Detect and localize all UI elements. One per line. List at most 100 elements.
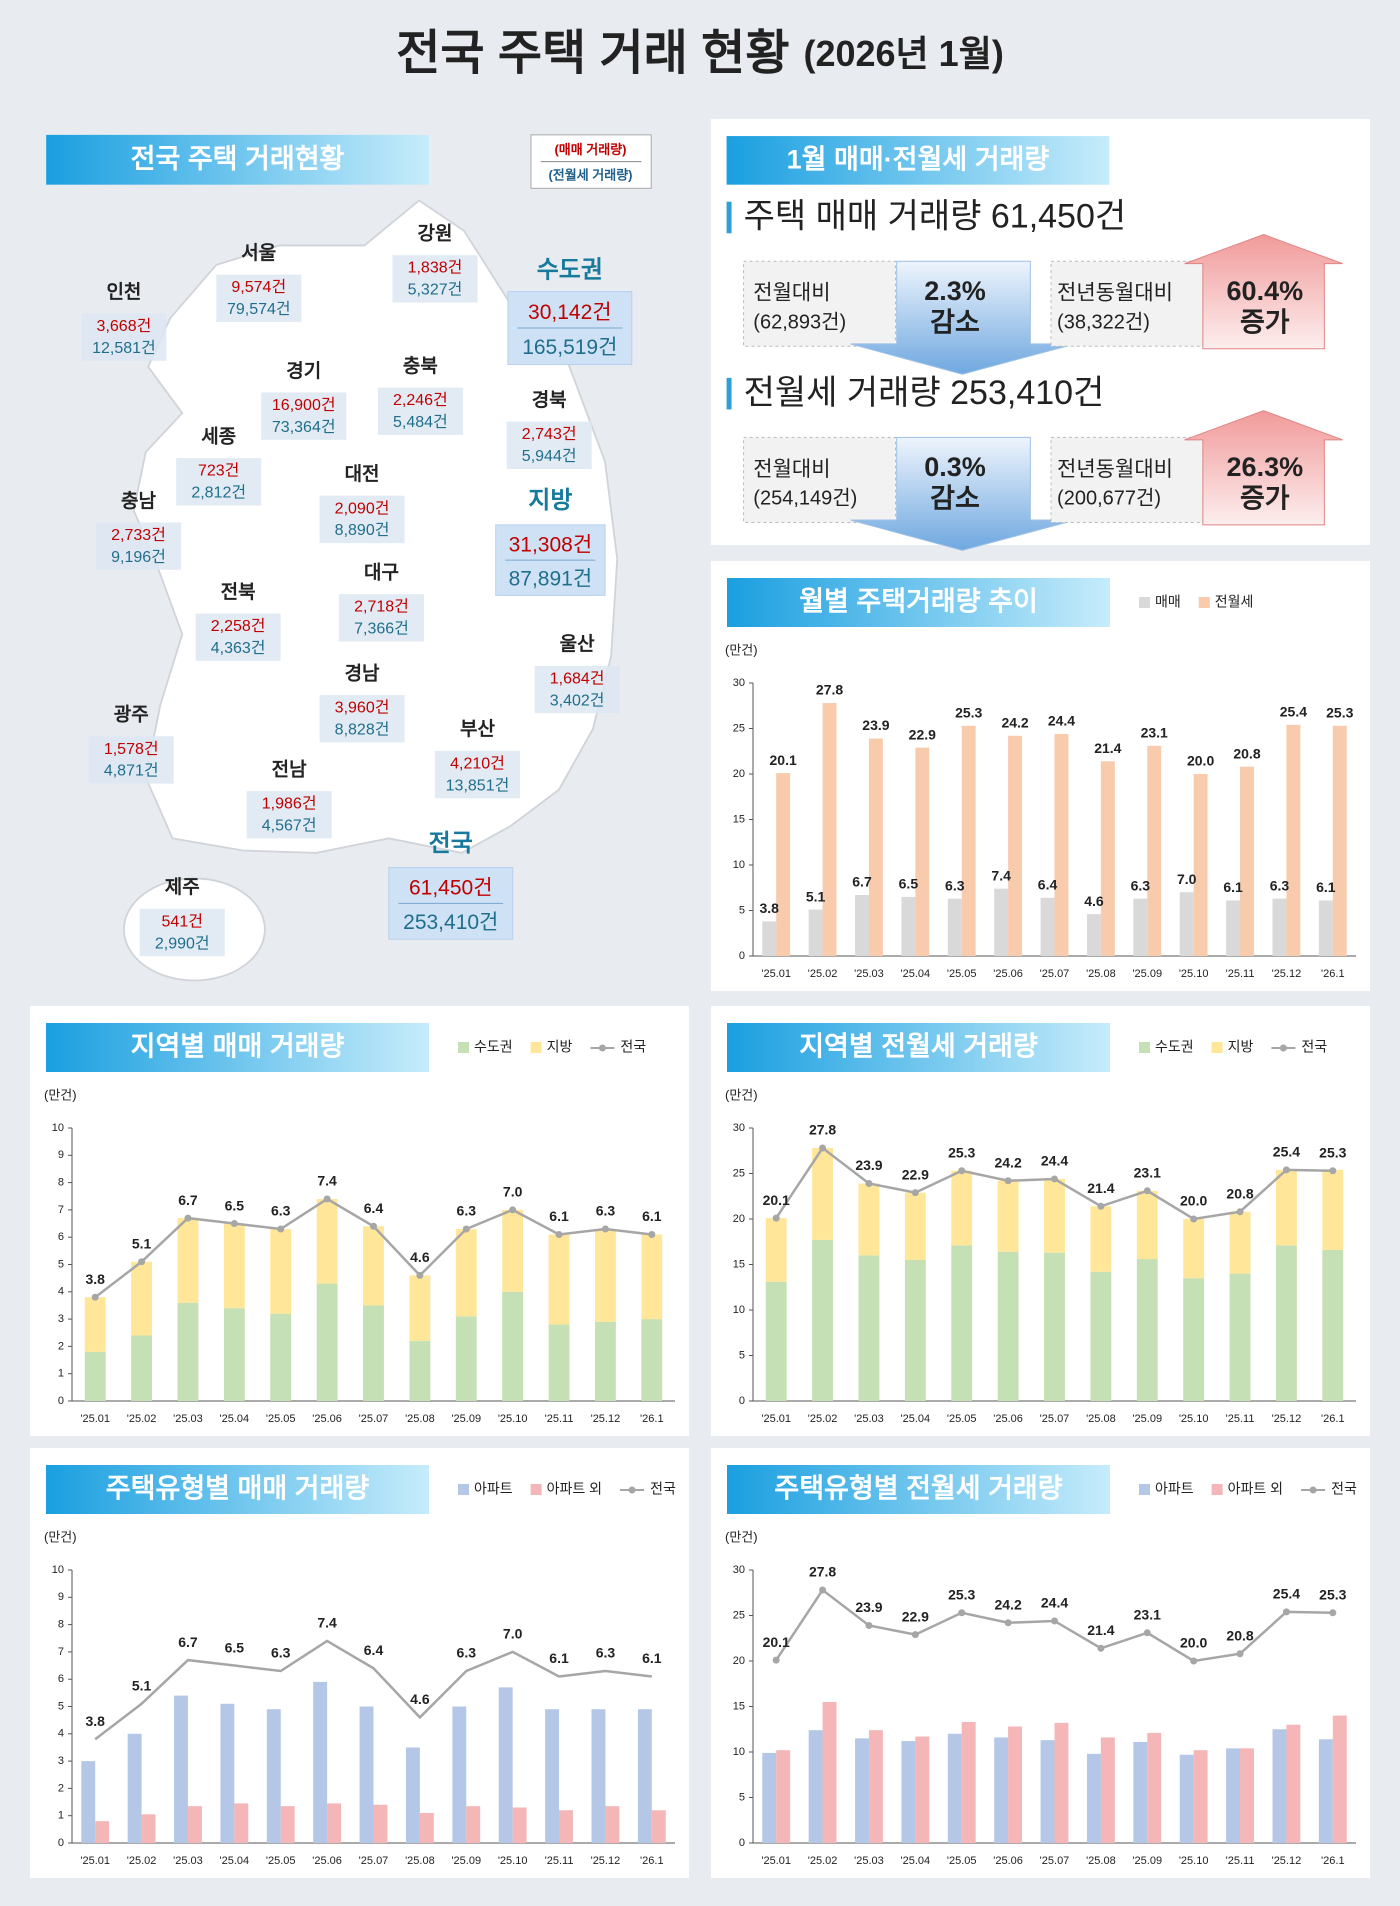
bar [637,1709,652,1843]
bar-segment [502,1209,524,1292]
data-label: 23.1 [1134,1606,1161,1622]
bar-segment [641,1234,663,1320]
region-sale: 2,246건 [393,391,448,409]
x-tick-label: '25.01 [80,1855,110,1867]
line-marker [1143,1187,1151,1195]
section-title: 전국 주택 거래현황 [131,144,345,174]
bar [947,1733,962,1843]
data-label: 20.8 [1226,1185,1253,1201]
data-label: 6.1 [642,1208,662,1224]
bar [1008,735,1023,956]
line-marker [323,1195,331,1203]
bar-segment [177,1218,199,1303]
data-label: 21.4 [1087,1180,1114,1196]
y-tick-label: 9 [58,1149,64,1161]
region-rent: 8,828건 [335,720,390,738]
legend-label: 수도권 [1155,1039,1194,1055]
data-label: 20.1 [763,1192,790,1208]
x-tick-label: '25.11 [1226,968,1255,980]
mom-label: 전월대비 [753,282,830,305]
bar [915,747,930,956]
y-tick-label: 30 [733,1122,745,1134]
y-tick-label: 0 [739,950,745,962]
title-main: 전국 주택 거래 현황 [396,27,789,80]
x-tick-label: '25.09 [451,1855,481,1867]
y-tick-label: 6 [58,1673,64,1685]
legend-label: 아파트 [1155,1481,1194,1497]
bar [822,703,837,956]
data-label: 5.1 [132,1677,152,1693]
line-marker [1190,1657,1198,1665]
legend-swatch [1198,597,1210,608]
bar-segment [1090,1206,1112,1272]
data-label: 20.0 [1180,1635,1207,1651]
group-rent: 87,891건 [509,567,593,590]
y-tick-label: 5 [58,1700,64,1712]
region-rent: 9,196건 [111,548,166,566]
line-marker [772,1214,780,1222]
legend-swatch [458,1484,469,1495]
bar-segment [765,1218,787,1282]
group-sale: 61,450건 [409,877,493,900]
region-sale: 9,574건 [231,278,286,296]
bar-segment [223,1308,245,1401]
legend-label: 매매 [1155,594,1181,610]
section-title: 주택유형별 매매 거래량 [106,1474,370,1504]
region-name: 경기 [286,360,321,382]
bar [994,888,1009,956]
data-label: 25.3 [955,704,982,720]
x-tick-label: '25.10 [1179,1855,1209,1867]
line-marker [1236,1208,1244,1216]
bar [901,896,916,956]
line-marker [648,1230,656,1238]
bar-segment [131,1261,153,1336]
line-marker [1097,1644,1105,1652]
x-tick-label: '25.09 [1132,968,1162,980]
data-label: 25.3 [1326,704,1353,720]
y-tick-label: 9 [58,1591,64,1603]
region-name: 대구 [364,561,399,583]
region-sale: 541건 [162,912,203,930]
y-axis-label: (만건) [725,1087,758,1102]
bar [1133,898,1148,956]
mom-previous: (62,893건) [753,310,846,333]
y-tick-label: 5 [739,904,745,916]
x-tick-label: '25.01 [761,1855,791,1867]
region-sale: 4,210건 [450,754,505,772]
bar [855,895,869,956]
region-name: 울산 [560,633,595,655]
y-tick-label: 2 [58,1340,64,1352]
bar [466,1806,481,1843]
data-label: 23.1 [1134,1164,1161,1180]
data-label: 6.3 [1131,877,1151,893]
bar [1040,1740,1055,1843]
region-sale: 2,718건 [354,598,409,616]
bar [1100,761,1115,956]
line-marker [138,1258,146,1266]
region-rent: 7,366건 [354,620,409,638]
data-label: 24.4 [1041,1153,1068,1169]
line-marker [1004,1619,1012,1627]
x-tick-label: '25.04 [901,1855,931,1867]
region-name: 세종 [201,425,236,447]
line-marker [1143,1629,1151,1637]
x-tick-label: '25.02 [808,968,838,980]
bar [452,1706,467,1843]
y-tick-label: 10 [733,1304,745,1316]
y-tick-label: 25 [733,1167,745,1179]
region-box [319,694,405,743]
x-tick-label: '25.08 [1086,968,1116,980]
bar-segment [455,1229,477,1317]
data-label: 27.8 [809,1122,836,1138]
data-label: 7.0 [1177,871,1197,887]
region-name: 광주 [114,704,149,726]
title-banner [727,1023,1110,1072]
bar [855,1738,869,1843]
line-marker [1236,1650,1244,1658]
x-tick-label: '25.07 [359,1413,389,1425]
y-tick-label: 30 [733,677,745,689]
y-tick-label: 3 [58,1755,64,1767]
y-tick-label: 0 [739,1395,745,1407]
data-label: 6.3 [596,1645,616,1661]
bar-segment [904,1259,926,1401]
